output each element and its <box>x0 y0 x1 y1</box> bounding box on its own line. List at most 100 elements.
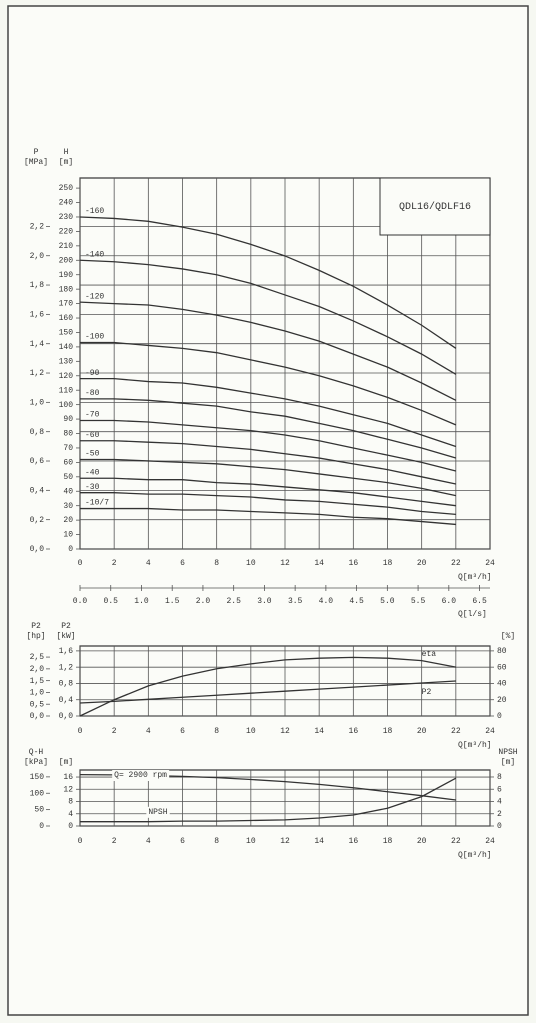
curve <box>80 777 457 823</box>
x-tick-label: 18 <box>383 559 393 568</box>
y2-tick-label: 0,0 <box>30 545 45 554</box>
x-tick-label: 14 <box>314 837 324 846</box>
y-tick-label: 170 <box>59 300 74 309</box>
x-tick-label: 0 <box>78 727 83 736</box>
y3-axis-unit: [kPa] <box>24 758 48 767</box>
y2-tick-label: 0,4 <box>30 486 45 495</box>
x-tick-label: 20 <box>417 727 427 736</box>
x-tick-label: 2 <box>112 727 117 736</box>
y-tick-label: 90 <box>63 415 73 424</box>
y2-tick-label: 0 <box>497 712 502 721</box>
x2-tick-label: 2.0 <box>196 597 211 606</box>
y-tick-label: 0 <box>68 822 73 831</box>
label-background <box>112 770 170 782</box>
y2-axis-unit: [%] <box>501 632 515 641</box>
y-tick-label: 240 <box>59 199 74 208</box>
y3-tick-label: 150 <box>30 773 45 782</box>
y2-tick-label: 1,8 <box>30 281 45 290</box>
y3-tick-label: 0,5 <box>30 700 45 709</box>
curve <box>79 680 456 704</box>
curve <box>80 507 456 526</box>
y-tick-label: 60 <box>63 458 73 467</box>
x-tick-label: 2 <box>112 559 117 568</box>
y-tick-label: 70 <box>63 444 73 453</box>
x2-tick-label: 3.0 <box>257 597 272 606</box>
x-tick-label: 4 <box>146 559 151 568</box>
y-tick-label: 180 <box>59 285 74 294</box>
y3-tick-label: 1,0 <box>30 689 45 698</box>
x2-tick-label: 4.5 <box>349 597 364 606</box>
y3-axis-unit: [hp] <box>26 632 45 641</box>
x2-tick-label: 0.0 <box>73 597 88 606</box>
x-axis-label: Q[m³/h] <box>458 573 492 582</box>
y-tick-label: 0,8 <box>59 680 74 689</box>
y2-tick-label: 1,4 <box>30 340 45 349</box>
x2-axis-label: Q[l/s] <box>458 610 487 619</box>
y2-tick-label: 0 <box>497 822 502 831</box>
y2-tick-label: 0,2 <box>30 516 45 525</box>
y2-tick-label: 80 <box>497 647 507 656</box>
x-tick-label: 4 <box>146 727 151 736</box>
curve-label: -60 <box>85 431 100 440</box>
y-tick-label: 8 <box>68 798 73 807</box>
y2-tick-label: 60 <box>497 663 507 672</box>
x2-tick-label: 6.0 <box>442 597 457 606</box>
x-tick-label: 10 <box>246 727 256 736</box>
x-tick-label: 6 <box>180 837 185 846</box>
curve-label: -120 <box>85 292 104 301</box>
y2-tick-label: 0,6 <box>30 457 45 466</box>
y-tick-label: 190 <box>59 271 74 280</box>
curve <box>79 216 457 349</box>
x-tick-label: 12 <box>280 837 290 846</box>
y-tick-label: 1,6 <box>59 647 74 656</box>
y2-tick-label: 2,2 <box>30 223 45 232</box>
y-axis-unit: [m] <box>59 158 73 167</box>
y3-tick-label: 0,0 <box>30 712 45 721</box>
y2-tick-label: 1,6 <box>30 310 45 319</box>
y-tick-label: 150 <box>59 329 74 338</box>
x-tick-label: 2 <box>112 837 117 846</box>
x-tick-label: 10 <box>246 837 256 846</box>
y2-axis-unit: [m] <box>501 758 515 767</box>
y3-tick-label: 1,5 <box>30 677 45 686</box>
curve-label: -40 <box>85 468 100 477</box>
x-tick-label: 6 <box>180 559 185 568</box>
y-axis-label: P2 <box>61 622 71 631</box>
x2-tick-label: 4.0 <box>319 597 334 606</box>
y-tick-label: 80 <box>63 430 73 439</box>
x-tick-label: 16 <box>349 837 359 846</box>
curve-label: NPSH <box>148 808 167 817</box>
y-tick-label: 40 <box>63 487 73 496</box>
x-tick-label: 22 <box>451 559 461 568</box>
y2-axis-label: NPSH <box>498 748 517 757</box>
y3-tick-label: 2,5 <box>30 653 45 662</box>
curve-label: -90 <box>85 369 100 378</box>
curve <box>80 419 456 472</box>
x2-tick-label: 1.0 <box>134 597 149 606</box>
x-tick-label: 12 <box>280 727 290 736</box>
x-tick-label: 14 <box>314 727 324 736</box>
x-tick-label: 0 <box>78 559 83 568</box>
x-tick-label: 24 <box>485 837 495 846</box>
y2-tick-label: 20 <box>497 696 507 705</box>
x-tick-label: 24 <box>485 727 495 736</box>
curve <box>80 458 456 497</box>
curve <box>79 656 456 717</box>
y2-tick-label: 2,0 <box>30 252 45 261</box>
x-tick-label: 18 <box>383 837 393 846</box>
y-tick-label: 130 <box>59 357 74 366</box>
x2-tick-label: 5.5 <box>411 597 426 606</box>
y2-axis-label: P <box>34 148 39 157</box>
curve <box>79 301 457 401</box>
y-axis-label: H <box>64 148 69 157</box>
x-axis-label: Q[m³/h] <box>458 851 492 860</box>
y2-tick-label: 1,2 <box>30 369 45 378</box>
y2-tick-label: 0,8 <box>30 428 45 437</box>
curve-label: -100 <box>85 333 104 342</box>
x-tick-label: 8 <box>214 727 219 736</box>
y-tick-label: 160 <box>59 314 74 323</box>
x-tick-label: 6 <box>180 727 185 736</box>
curve <box>79 259 457 375</box>
